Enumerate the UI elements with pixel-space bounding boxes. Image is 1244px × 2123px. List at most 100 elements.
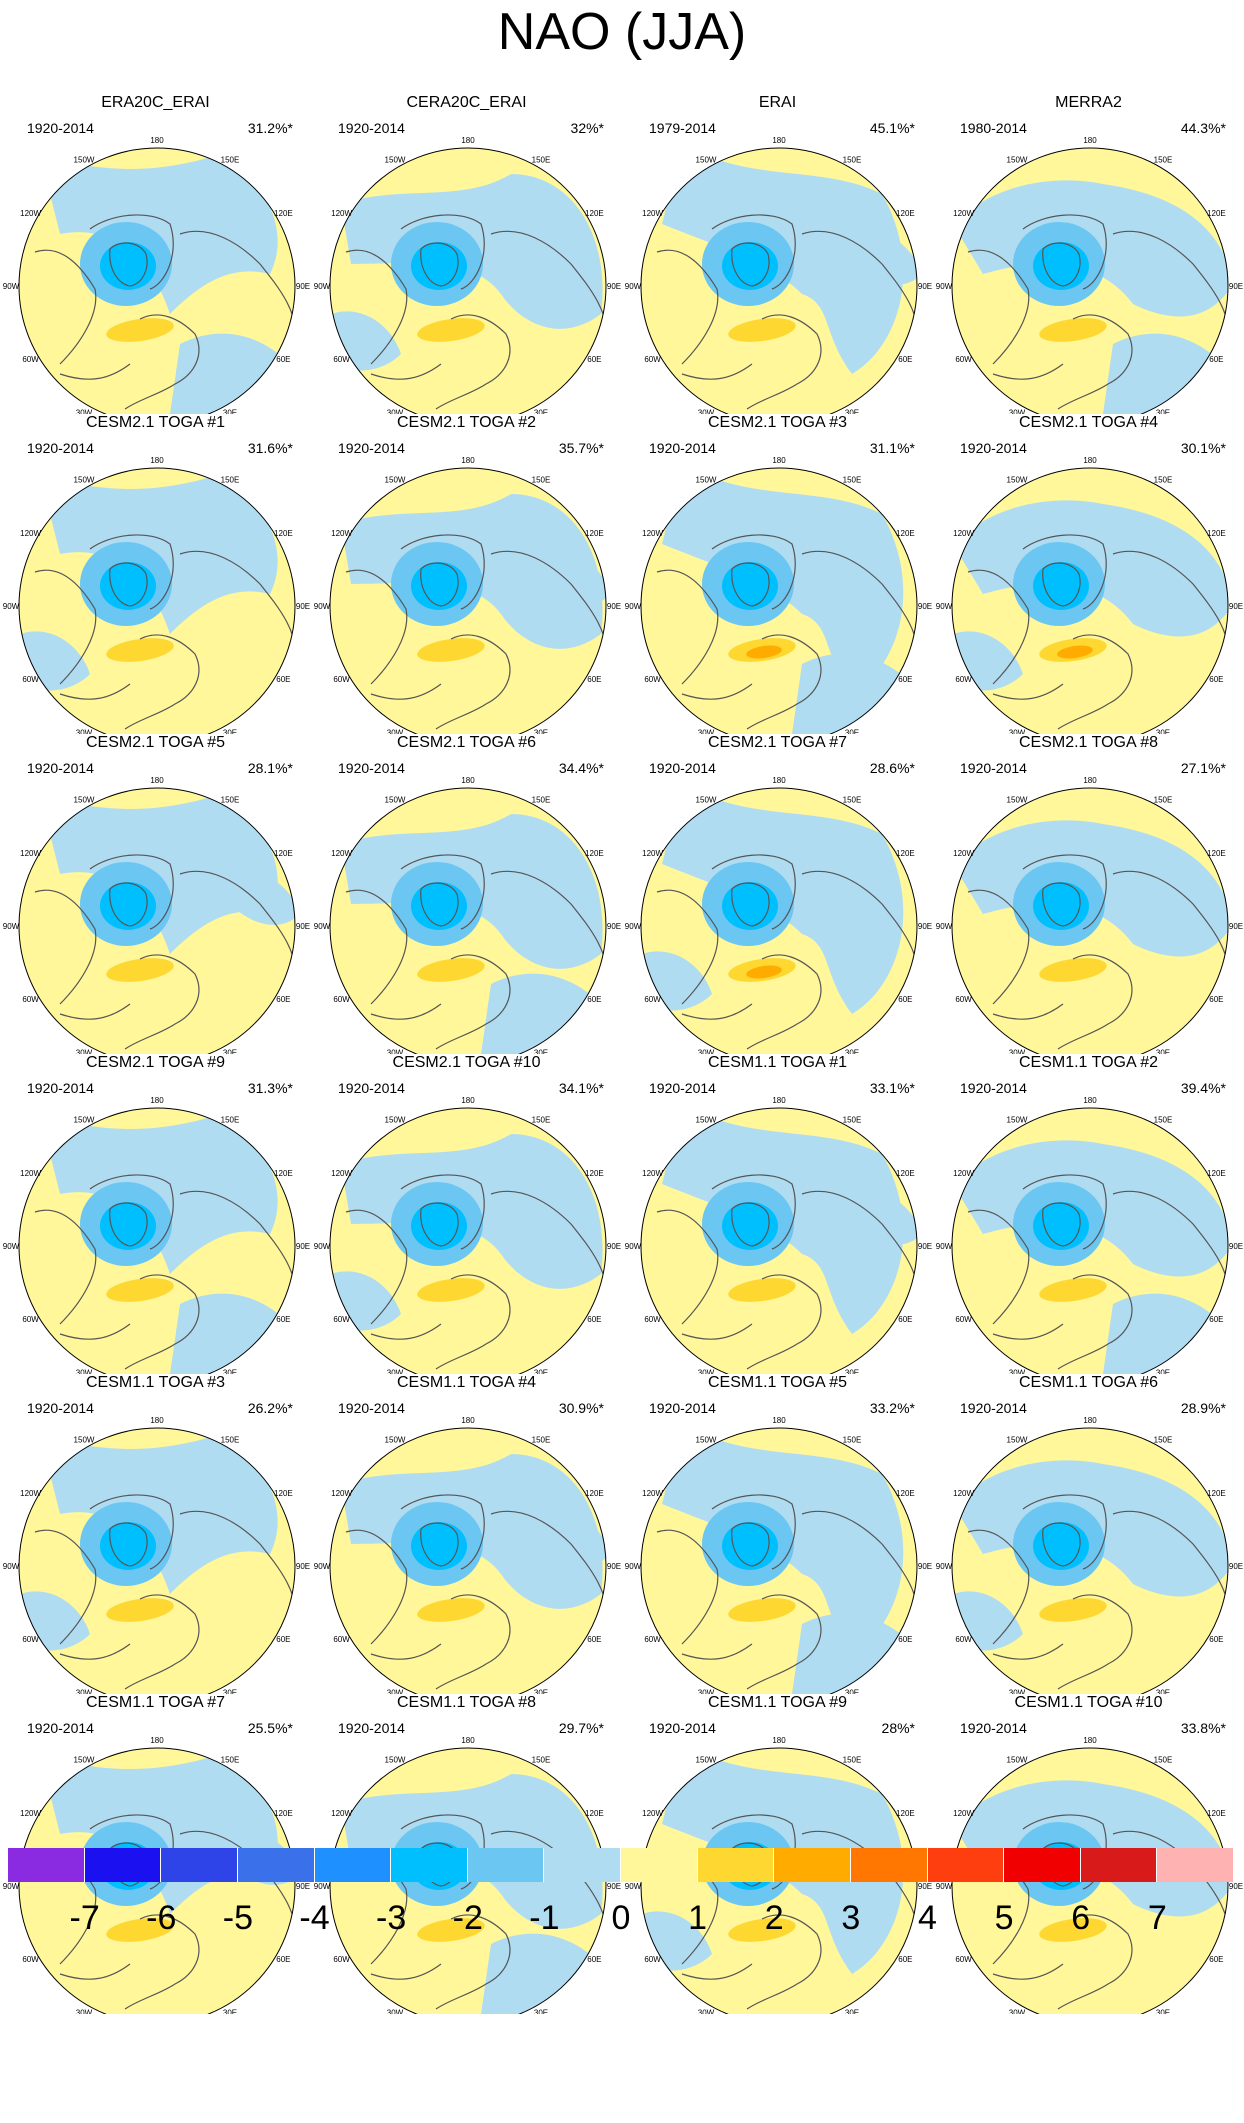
coastline (59, 363, 131, 380)
longitude-label: 90W (314, 282, 331, 291)
longitude-label: 120E (274, 849, 293, 858)
coastline (1022, 1174, 1107, 1250)
longitude-label: 60W (955, 1955, 972, 1964)
coastline (345, 569, 408, 685)
longitude-label: 150E (1154, 1436, 1173, 1445)
coastline (435, 1594, 511, 1690)
map-boundary (329, 467, 607, 734)
longitude-label: 120E (274, 1809, 293, 1818)
longitude-label: 180 (1083, 1416, 1097, 1425)
longitude-label: 30W (76, 1368, 93, 1374)
longitude-label: 120W (20, 1169, 41, 1178)
longitude-label: 60W (22, 355, 39, 364)
coastline (1022, 854, 1107, 930)
longitude-label: 30E (534, 408, 548, 414)
longitude-label: 150E (843, 796, 862, 805)
panel-title: CESM1.1 TOGA #2 (1018, 1054, 1159, 1071)
longitude-label: 120W (953, 849, 974, 858)
coastline (89, 534, 174, 610)
longitude-label: 120E (896, 1809, 915, 1818)
longitude-label: 30W (698, 2008, 715, 2014)
coastline (992, 1963, 1064, 1980)
polar-map: 180150E120E90E60E30E030W60W90W120W150W (625, 136, 932, 414)
map-panel: ERA20C_ERAI 1920-2014 31.2%* 180 150E 120E 90E… (0, 94, 311, 414)
greenland-outline (109, 1202, 148, 1247)
longitude-label: 60E (587, 1955, 601, 1964)
longitude-label: 120E (1207, 1169, 1226, 1178)
panel-years: 1980-2014 (960, 120, 1027, 136)
longitude-label: 30W (76, 408, 93, 414)
coastline (656, 889, 719, 1005)
longitude-label: 30W (698, 1048, 715, 1054)
negative-core-inner (722, 562, 778, 610)
map-panel: CESM2.1 TOGA #3 1920-2014 31.1%* 180 150E 120… (622, 414, 933, 734)
longitude-label: 150W (74, 156, 95, 165)
longitude-label: 180 (461, 1416, 475, 1425)
coastline (1022, 1494, 1107, 1570)
longitude-label: 150E (843, 156, 862, 165)
longitude-label: 150E (221, 156, 240, 165)
longitude-label: 120E (896, 1489, 915, 1498)
longitude-label: 120W (953, 209, 974, 218)
colorbar-swatch (774, 1848, 851, 1882)
panel-variance-percent: 32%* (570, 120, 604, 136)
panel-years: 1920-2014 (960, 1080, 1027, 1096)
coastline (1057, 314, 1133, 410)
coastline (681, 1323, 753, 1340)
colorbar-tick-label: -6 (146, 1899, 177, 1937)
longitude-label: 150E (221, 1436, 240, 1445)
panel-variance-percent: 30.1%* (1180, 440, 1226, 456)
panel-title: CESM1.1 TOGA #7 (85, 1694, 226, 1711)
longitude-label: 90E (1229, 1882, 1243, 1891)
coastline (681, 1003, 753, 1020)
polar-map: 180150E120E90E60E30E030W60W90W120W150W (936, 1416, 1243, 1694)
longitude-label: 30W (1009, 1048, 1026, 1054)
positive-anomaly-band (1039, 1918, 1107, 1942)
longitude-label: 90W (625, 1562, 642, 1571)
colorbar-tick-label: -5 (222, 1899, 253, 1937)
longitude-label: 60W (644, 1635, 661, 1644)
longitude-label: 150E (843, 1436, 862, 1445)
map-panel: CESM2.1 TOGA #4 1920-2014 30.1%* 180 150E 120… (933, 414, 1244, 734)
longitude-label: 30W (1009, 728, 1026, 734)
longitude-label: 30W (698, 728, 715, 734)
coastline (34, 1529, 97, 1645)
longitude-label: 30E (223, 1048, 237, 1054)
longitude-label: 120W (642, 1489, 663, 1498)
coastline (967, 569, 1030, 685)
map-boundary (18, 787, 296, 1054)
longitude-label: 90W (3, 282, 20, 291)
longitude-label: 60W (333, 995, 350, 1004)
longitude-label: 90E (918, 1882, 932, 1891)
coastline (345, 889, 408, 1005)
longitude-label: 180 (150, 456, 164, 465)
longitude-label: 150W (1007, 156, 1028, 165)
longitude-label: 120W (953, 1809, 974, 1818)
map-boundary (951, 467, 1229, 734)
longitude-label: 90W (3, 1882, 20, 1891)
longitude-label: 30E (223, 408, 237, 414)
positive-anomaly-band (728, 1278, 796, 1302)
longitude-label: 60W (644, 675, 661, 684)
panel-variance-percent: 33.2%* (869, 1400, 915, 1416)
map-boundary (329, 1107, 607, 1374)
coastline (1057, 634, 1133, 730)
map-boundary (951, 1107, 1229, 1374)
panel-variance-percent: 27.1%* (1180, 760, 1226, 776)
longitude-label: 150E (221, 796, 240, 805)
colorbar-tick-label: 7 (1147, 1899, 1167, 1937)
positive-anomaly-band (106, 638, 174, 662)
map-boundary (18, 147, 296, 414)
longitude-label: 60E (1209, 675, 1223, 684)
longitude-label: 90E (607, 602, 621, 611)
panel-variance-percent: 31.3%* (247, 1080, 293, 1096)
greenland-outline (1042, 1522, 1081, 1567)
panel-variance-percent: 28%* (881, 1720, 915, 1736)
positive-anomaly-band (417, 1598, 485, 1622)
longitude-label: 150W (385, 476, 406, 485)
panel-years: 1920-2014 (649, 760, 716, 776)
positive-anomaly-band (1039, 958, 1107, 982)
map-boundary (329, 1747, 607, 2014)
panel-years: 1920-2014 (27, 440, 94, 456)
longitude-label: 180 (461, 136, 475, 145)
